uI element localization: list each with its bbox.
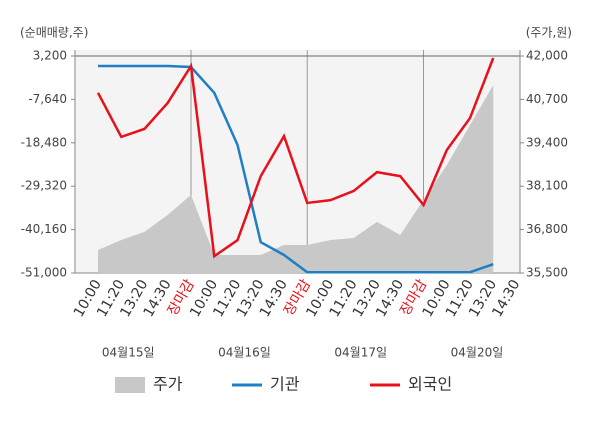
date-label: 04월16일	[218, 346, 271, 360]
y2-tick-label: 36,800	[526, 222, 568, 236]
y2-tick-label: 35,500	[526, 266, 568, 280]
series-line	[96, 57, 495, 259]
date-label: 04월15일	[102, 346, 155, 360]
legend-label: 주가	[153, 375, 183, 394]
y-axis-title: (순매매량,주)	[20, 26, 88, 40]
y-tick-label: -51,000	[21, 266, 67, 280]
series-line	[98, 64, 494, 274]
date-label: 04월17일	[334, 346, 387, 360]
price-area	[98, 85, 494, 273]
legend-label: 기관	[270, 375, 300, 394]
legend-label: 외국인	[408, 375, 452, 394]
y-tick-label: -7,640	[28, 92, 67, 106]
y-tick-label: -29,320	[21, 179, 67, 193]
legend-swatch	[115, 377, 145, 393]
y-tick-label: -18,480	[21, 135, 67, 149]
y2-tick-label: 42,000	[526, 49, 568, 63]
y-tick-label: -40,160	[21, 222, 67, 236]
y2-tick-label: 38,100	[526, 179, 568, 193]
y2-axis-title: (주가,원)	[526, 26, 572, 40]
y2-tick-label: 39,400	[526, 135, 568, 149]
y2-tick-label: 40,700	[526, 92, 568, 106]
y-tick-label: 3,200	[33, 49, 67, 63]
date-label: 04월20일	[451, 346, 504, 360]
